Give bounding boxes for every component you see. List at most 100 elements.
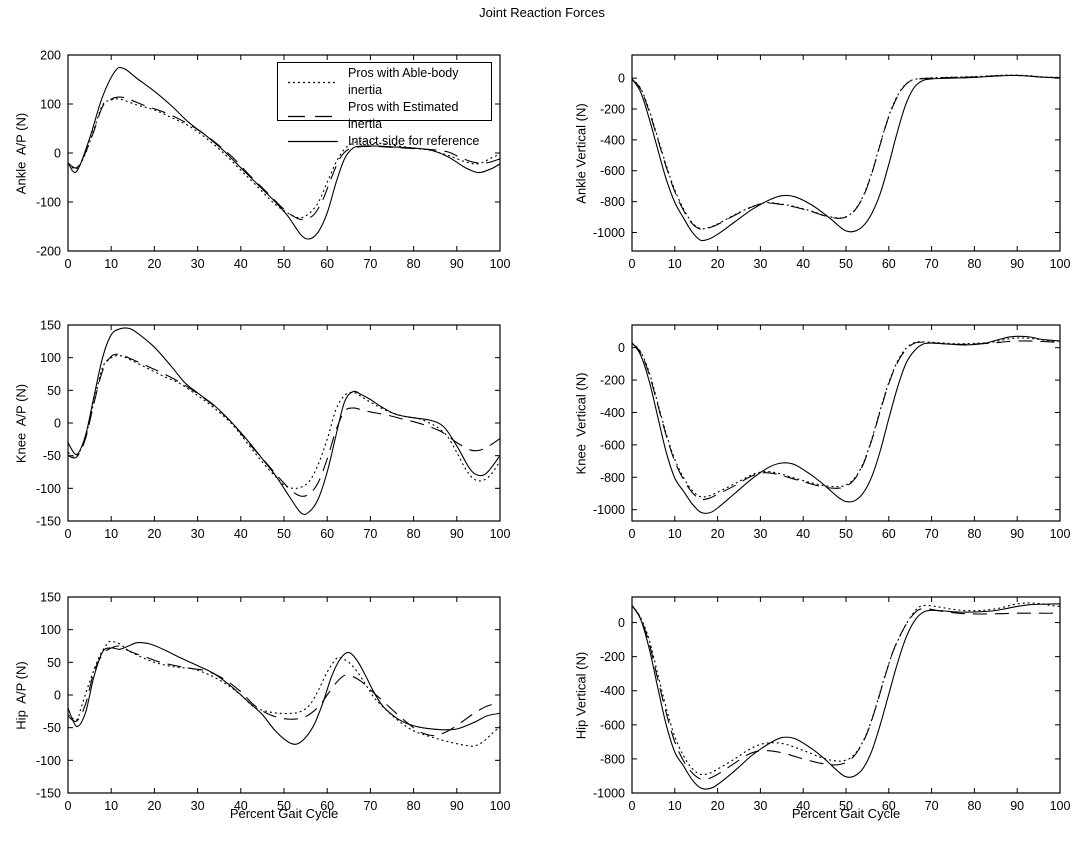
y-tick-label: -200 [600,650,625,664]
y-tick-label: -1000 [593,503,625,517]
x-tick-label: 80 [407,799,421,813]
x-tick-label: 80 [967,799,981,813]
x-tick-label: 80 [967,527,981,541]
series-dotted-line [67,98,501,219]
x-tick-label: 50 [839,527,853,541]
x-tick-label: 30 [191,257,205,271]
y-tick-label: -100 [36,754,61,768]
x-tick-label: 70 [363,799,377,813]
x-tick-label: 0 [65,257,72,271]
y-tick-label: 100 [40,623,61,637]
y-tick-label: -400 [600,406,625,420]
x-tick-label: 0 [629,257,636,271]
y-tick-label: -100 [36,196,61,210]
y-tick-label: 50 [47,384,61,398]
x-tick-label: 30 [191,799,205,813]
y-tick-label: -1000 [593,226,625,240]
ankle-ap-plot: 0 10 20 30 40 50 60 70 80 90 100 -200 -100 0 100 200 [36,49,511,272]
y-tick-label: -800 [600,195,625,209]
ylabel-knee-vertical: Knee Vertical (N) [573,372,589,475]
x-tick-label: 30 [753,257,767,271]
y-tick-label: 100 [40,98,61,112]
x-tick-label: 0 [65,527,72,541]
x-tick-label: 50 [277,257,291,271]
ylabel-ankle-vertical: Ankle Vertical (N) [573,103,589,204]
x-tick-label: 0 [65,799,72,813]
x-tick-label: 60 [882,257,896,271]
y-tick-label: -800 [600,471,625,485]
y-tick-label: 150 [40,591,61,605]
x-tick-label: 70 [363,527,377,541]
x-tick-label: 90 [1010,527,1024,541]
x-tick-label: 40 [796,799,810,813]
series-dashed-line [631,605,1061,781]
legend-label: Pros with Able-body inertia [348,66,459,97]
x-tick-label: 100 [1050,527,1071,541]
x-tick-label: 30 [191,527,205,541]
x-tick-label: 20 [147,799,161,813]
x-tick-label: 40 [796,257,810,271]
series-dotted-line [631,602,1061,776]
x-tick-label: 80 [407,257,421,271]
series-dashed-line [67,96,501,221]
x-tick-label: 0 [629,527,636,541]
y-tick-label: -600 [600,164,625,178]
x-tick-label: 0 [629,799,636,813]
y-tick-label: -50 [43,721,61,735]
y-tick-label: 0 [54,147,61,161]
y-tick-label: -600 [600,438,625,452]
dotted-line-sample [288,81,338,83]
y-tick-label: -150 [36,515,61,529]
legend-item-estimated: Pros with Estimated inertia [287,99,491,133]
x-tick-label: 90 [1010,257,1024,271]
ylabel-hip-ap: Hip A/P (N) [13,661,29,730]
x-tick-label: 60 [320,527,334,541]
x-tick-label: 50 [277,527,291,541]
x-tick-label: 70 [925,799,939,813]
x-tick-label: 100 [1050,799,1071,813]
x-tick-label: 30 [753,799,767,813]
axis-box [631,596,1061,794]
y-tick-label: 0 [618,341,625,355]
series-dashed-line [631,340,1061,501]
x-tick-label: 40 [234,527,248,541]
series-dotted-line [631,337,1061,498]
y-tick-label: 100 [40,351,61,365]
axis-box [631,54,1061,252]
y-tick-label: 0 [618,616,625,630]
y-tick-label: -200 [600,374,625,388]
series-dashed-line [67,645,501,737]
x-tick-label: 100 [490,257,511,271]
x-tick-label: 70 [925,257,939,271]
ylabel-hip-vertical: Hip Vertical (N) [573,651,589,740]
ylabel-ankle-ap: Ankle A/P (N) [13,112,29,195]
series-solid-line [67,66,501,240]
series-dotted-line [631,74,1061,230]
x-tick-label: 60 [882,799,896,813]
solid-line-sample [288,140,338,143]
x-tick-label: 20 [711,799,725,813]
knee-ap-plot: 0 10 20 30 40 50 60 70 80 90 100 -150 -100 -50 0 50 100 1… [36,319,511,542]
x-tick-label: 10 [104,527,118,541]
hip-vertical-plot: 0 10 20 30 40 50 60 70 80 90 100 -1000 -800 -600 -400 -… [593,596,1071,813]
y-tick-label: 200 [40,49,61,63]
x-tick-label: 70 [363,257,377,271]
series-dotted-line [67,355,501,489]
x-tick-label: 90 [450,257,464,271]
series-dashed-line [631,74,1061,230]
x-tick-label: 100 [490,527,511,541]
y-tick-label: -200 [36,245,61,259]
x-tick-label: 80 [967,257,981,271]
ylabel-knee-ap: Knee A/P (N) [13,383,29,464]
legend-item-able-body: Pros with Able-body inertia [287,65,491,99]
y-tick-label: -100 [36,482,61,496]
dashed-line-sample [288,115,338,117]
x-tick-label: 10 [668,257,682,271]
x-tick-label: 40 [234,799,248,813]
x-tick-label: 40 [796,527,810,541]
x-tick-label: 30 [753,527,767,541]
x-tick-label: 10 [104,257,118,271]
xlabel-left: Percent Gait Cycle [229,806,339,821]
y-tick-label: 150 [40,319,61,333]
